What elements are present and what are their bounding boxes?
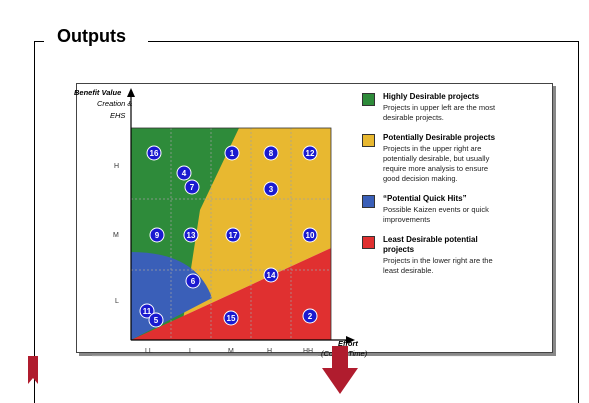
legend-desc: Projects in the upper right are potentia… xyxy=(383,144,542,184)
frame-top-right xyxy=(148,41,579,42)
legend-desc-line: potentially desirable, but usually xyxy=(383,154,490,163)
legend-title: “Potential Quick Hits” xyxy=(383,194,467,203)
svg-text:16: 16 xyxy=(150,149,159,158)
project-marker: 3 xyxy=(263,181,279,197)
legend-swatch-green xyxy=(362,93,375,106)
svg-text:2: 2 xyxy=(308,312,313,321)
project-marker: 8 xyxy=(263,145,279,161)
legend-title: Least Desirable potential xyxy=(383,235,478,244)
legend-swatch-red xyxy=(362,236,375,249)
legend-title: Highly Desirable projects xyxy=(383,92,480,101)
project-marker: 14 xyxy=(263,267,279,283)
legend-item-least-desirable: Least Desirable potential projects Proje… xyxy=(362,235,542,276)
svg-text:3: 3 xyxy=(269,185,274,194)
y-tick-label: M xyxy=(113,232,119,239)
bookmark-ribbon-icon xyxy=(28,356,38,384)
project-marker: 10 xyxy=(302,227,318,243)
project-marker: 13 xyxy=(183,227,199,243)
project-marker: 15 xyxy=(223,310,239,326)
project-marker: 16 xyxy=(146,145,162,161)
svg-text:11: 11 xyxy=(143,307,152,316)
svg-text:9: 9 xyxy=(155,231,160,240)
project-marker: 4 xyxy=(176,165,192,181)
y-tick-label: L xyxy=(115,298,119,305)
project-marker: 2 xyxy=(302,308,318,324)
legend-desc: Projects in upper left are the most desi… xyxy=(383,103,542,123)
y-tick-label: H xyxy=(114,163,119,170)
legend-swatch-blue xyxy=(362,195,375,208)
svg-text:10: 10 xyxy=(306,231,315,240)
x-tick-label: HH xyxy=(303,348,313,355)
legend-desc-line: require more analysis to ensure xyxy=(383,164,489,173)
svg-text:8: 8 xyxy=(269,149,274,158)
x-axis-title-line1: Effort xyxy=(338,339,358,348)
legend-item-highly-desirable: Highly Desirable projects Projects in up… xyxy=(362,92,542,123)
legend-title: Potentially Desirable projects xyxy=(383,133,496,142)
matrix-gridlines xyxy=(131,128,331,340)
project-marker: 7 xyxy=(184,179,200,195)
svg-text:1: 1 xyxy=(230,149,235,158)
legend-item-potentially-desirable: Potentially Desirable projects Projects … xyxy=(362,133,542,184)
legend: Highly Desirable projects Projects in up… xyxy=(362,92,542,286)
svg-text:14: 14 xyxy=(267,271,276,280)
project-marker: 11 xyxy=(139,303,155,319)
legend-desc-line: Projects in upper left are the most xyxy=(383,103,496,112)
project-marker: 6 xyxy=(185,273,201,289)
legend-desc-line: good decision making. xyxy=(383,174,458,183)
frame-right-border xyxy=(578,41,579,403)
project-marker: 5 xyxy=(148,312,164,328)
x-tick-label: H xyxy=(267,348,272,355)
region-least-desirable xyxy=(131,248,331,340)
svg-text:15: 15 xyxy=(227,314,236,323)
down-arrow-icon xyxy=(322,346,358,394)
y-axis-title-line1: Benefit Value xyxy=(74,88,121,97)
legend-item-quick-hits: “Potential Quick Hits” Possible Kaizen e… xyxy=(362,194,542,225)
y-axis-title-line2: Creation & xyxy=(97,99,132,108)
x-tick-label: L xyxy=(189,348,193,355)
legend-title-line2: projects xyxy=(383,245,415,254)
svg-text:5: 5 xyxy=(154,316,159,325)
project-marker: 1 xyxy=(224,145,240,161)
project-marker: 17 xyxy=(225,227,241,243)
legend-desc: Projects in the lower right are the leas… xyxy=(383,256,542,276)
svg-text:7: 7 xyxy=(190,183,195,192)
legend-desc: Possible Kaizen events or quick improvem… xyxy=(383,205,542,225)
legend-swatch-yellow xyxy=(362,134,375,147)
svg-text:6: 6 xyxy=(191,277,196,286)
frame-top-left xyxy=(34,41,44,42)
svg-text:13: 13 xyxy=(187,231,196,240)
x-tick-label: LL xyxy=(145,348,153,355)
svg-text:17: 17 xyxy=(229,231,238,240)
legend-desc-line: least desirable. xyxy=(383,266,434,275)
y-axis-title-line3: EHS xyxy=(110,111,125,120)
section-title: Outputs xyxy=(57,26,126,46)
axes xyxy=(127,88,355,344)
legend-desc-line: Projects in the upper right are xyxy=(383,144,482,153)
legend-desc-line: Projects in the lower right are the xyxy=(383,256,493,265)
x-tick-label: M xyxy=(228,348,234,355)
project-marker: 12 xyxy=(302,145,318,161)
legend-desc-line: improvements xyxy=(383,215,431,224)
frame-left-border xyxy=(34,41,35,403)
svg-text:4: 4 xyxy=(182,169,187,178)
svg-text:12: 12 xyxy=(306,149,315,158)
legend-desc-line: Possible Kaizen events or quick xyxy=(383,205,489,214)
project-markers: 16 1 8 12 4 7 3 9 13 17 10 6 14 11 5 15 … xyxy=(139,145,318,328)
legend-desc-line: desirable projects. xyxy=(383,113,444,122)
project-marker: 9 xyxy=(149,227,165,243)
